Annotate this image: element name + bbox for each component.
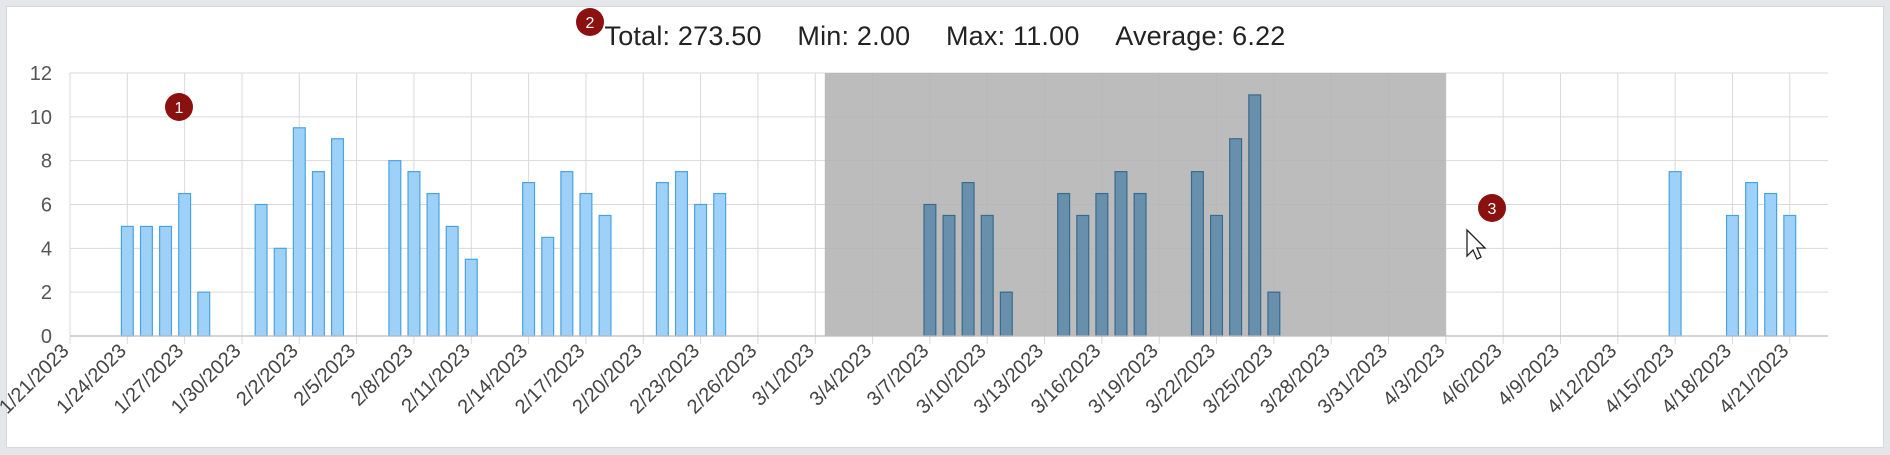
summary-average: Average: 6.22 [1115,21,1286,51]
bar [330,138,345,337]
bar [1190,171,1204,337]
bar [1783,214,1797,337]
y-tick-label: 0 [41,326,52,348]
bar [560,171,574,337]
summary-total: Total: 273.50 [604,21,762,51]
bar [1725,214,1739,337]
bar [522,181,536,337]
bar [292,127,306,337]
marker-number: 3 [1488,201,1497,218]
x-tick-label: 2/2/2023 [232,340,303,411]
bar [407,171,421,337]
bar [273,247,287,337]
y-tick-label: 8 [41,151,52,173]
bar [178,192,192,337]
bar [464,258,478,337]
bar [1267,291,1281,337]
bar [1668,171,1682,337]
bar [1209,214,1224,337]
markers: 1 2 3 [165,8,1506,222]
summary-max: Max: 11.00 [945,21,1080,51]
bar [923,203,937,337]
bar [961,181,975,337]
marker-badge: 3 [1478,194,1506,222]
marker-circle [576,8,604,36]
bar [1095,192,1109,337]
bar [1764,192,1778,337]
x-tick-label: 3/4/2023 [805,340,876,411]
bar [598,214,612,337]
bar [1248,94,1262,337]
bar [694,203,708,337]
bar [942,214,956,337]
bar [655,181,669,337]
summary-min: Min: 2.00 [797,21,911,51]
x-tick-label: 2/5/2023 [290,340,361,411]
bar [254,203,268,337]
mouse-cursor-icon [1466,228,1487,260]
x-tick-label: 3/1/2023 [748,340,819,411]
bar [445,225,459,337]
x-tick-label: 4/3/2023 [1379,340,1450,411]
summary-bar: Total: 273.50 Min: 2.00 Max: 11.00 Avera… [7,21,1883,52]
bar [1133,192,1147,337]
bar [541,236,555,337]
bar [579,192,593,337]
marker-badge: 1 [165,93,193,121]
bar [1229,138,1243,337]
x-tick-label: 4/6/2023 [1436,340,1507,411]
bar [311,171,325,337]
bar [1114,171,1128,337]
bar [426,192,440,337]
y-tick-label: 6 [41,195,52,217]
bar [713,192,727,337]
marker-number: 1 [175,100,184,117]
marker-circle [1478,194,1506,222]
bar [197,291,211,337]
bar [980,214,994,337]
bar [999,291,1013,337]
bar [674,171,689,337]
bar [139,225,153,337]
bar [120,225,134,337]
bar [1745,181,1759,337]
bars [120,94,1797,337]
y-tick-label: 10 [30,107,52,129]
y-tick-label: 4 [41,238,52,260]
bar [159,225,173,337]
y-tick-label: 12 [30,63,52,85]
bar [388,160,402,337]
marker-badge: 2 [576,8,604,36]
marker-circle [165,93,193,121]
bar [1076,214,1090,337]
bar [1057,192,1071,337]
y-tick-label: 2 [41,282,52,304]
marker-number: 2 [586,15,595,32]
